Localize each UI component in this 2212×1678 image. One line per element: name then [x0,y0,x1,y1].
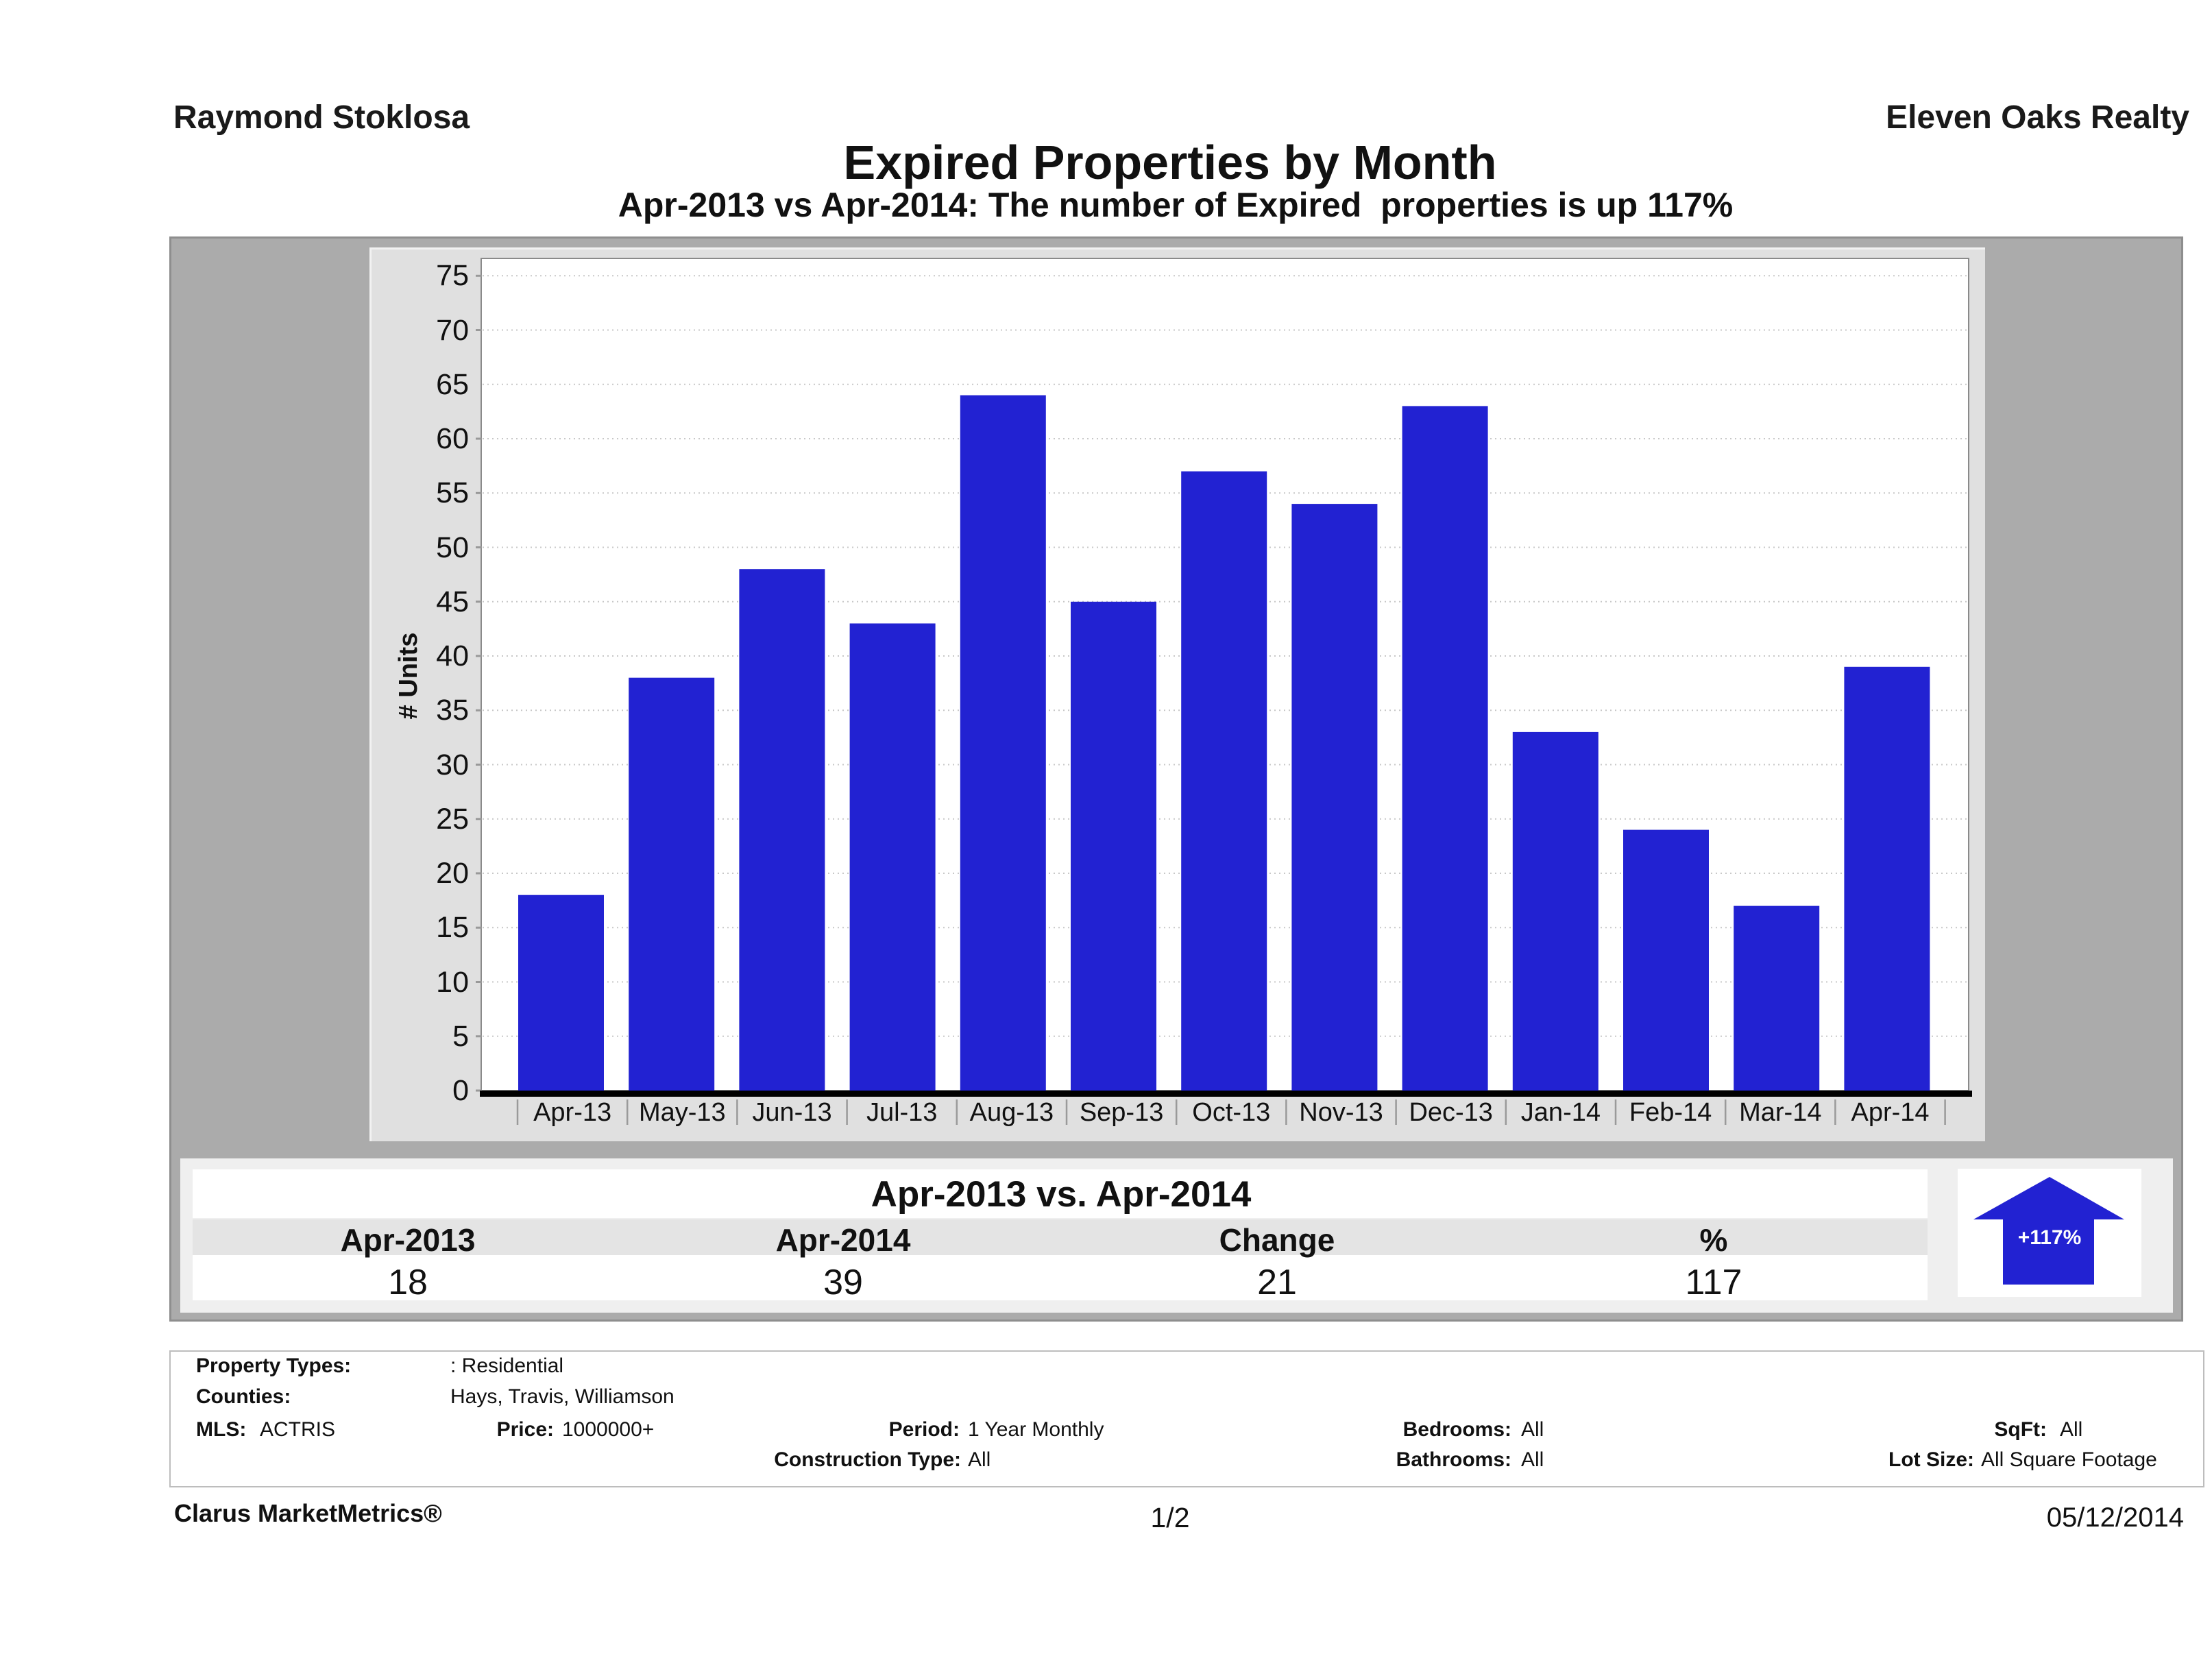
svg-text:40: 40 [436,640,469,672]
svg-text:Apr-2013 vs. Apr-2014: Apr-2013 vs. Apr-2014 [871,1174,1252,1215]
svg-text:45: 45 [436,585,469,618]
svg-text:50: 50 [436,531,469,564]
svg-text:Apr-2013: Apr-2013 [341,1222,476,1258]
svg-text:55: 55 [436,476,469,509]
svg-text:65: 65 [436,368,469,401]
svg-text:70: 70 [436,314,469,347]
svg-text:Jun-13: Jun-13 [752,1098,831,1127]
svg-text:0: 0 [452,1074,469,1107]
svg-text:25: 25 [436,803,469,836]
svg-text:Jul-13: Jul-13 [866,1098,938,1127]
svg-text:%: % [1700,1222,1728,1258]
svg-text:Nov-13: Nov-13 [1299,1098,1383,1127]
svg-text:10: 10 [436,966,469,999]
svg-text:Feb-14: Feb-14 [1629,1098,1712,1127]
svg-text:May-13: May-13 [639,1098,726,1127]
svg-text:60: 60 [436,422,469,455]
svg-text:Apr-14: Apr-14 [1851,1098,1929,1127]
svg-text:# Units: # Units [394,633,423,720]
svg-text:Jan-14: Jan-14 [1521,1098,1601,1127]
svg-text:75: 75 [436,259,469,292]
svg-text:Change: Change [1219,1222,1335,1258]
svg-text:Aug-13: Aug-13 [970,1098,1054,1127]
svg-text:21: 21 [1257,1263,1297,1302]
svg-text:30: 30 [436,749,469,781]
svg-text:+117%: +117% [2018,1226,2082,1249]
svg-text:35: 35 [436,694,469,727]
svg-text:39: 39 [823,1263,863,1302]
svg-text:Oct-13: Oct-13 [1192,1098,1270,1127]
svg-text:15: 15 [436,911,469,944]
svg-text:Apr-2014: Apr-2014 [776,1222,911,1258]
svg-text:18: 18 [388,1263,428,1302]
svg-text:5: 5 [452,1020,469,1053]
svg-text:117: 117 [1686,1263,1742,1302]
svg-text:Apr-13: Apr-13 [533,1098,611,1127]
svg-text:Dec-13: Dec-13 [1409,1098,1493,1127]
svg-text:Mar-14: Mar-14 [1739,1098,1821,1127]
svg-text:Sep-13: Sep-13 [1080,1098,1164,1127]
svg-text:20: 20 [436,857,469,890]
